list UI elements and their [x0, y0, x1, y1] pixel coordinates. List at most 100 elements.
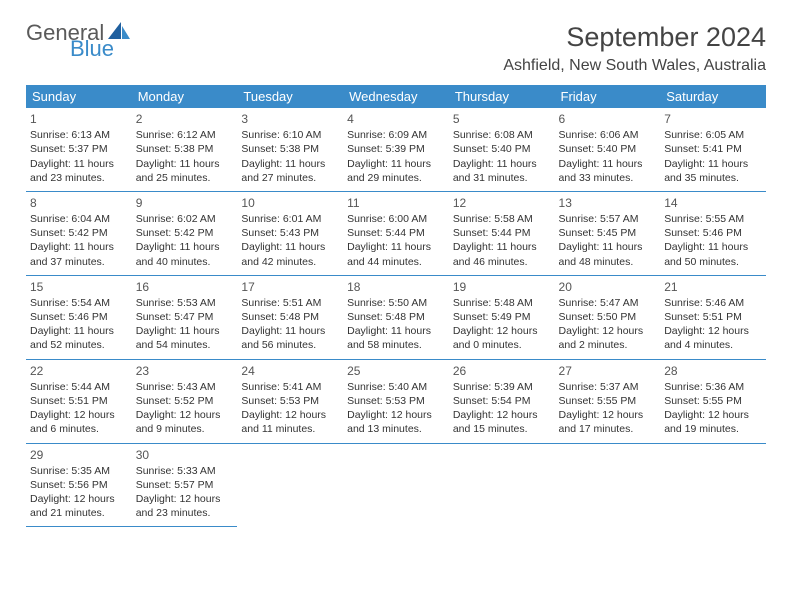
sunset-text: Sunset: 5:40 PM	[453, 142, 551, 156]
sunrise-text: Sunrise: 5:37 AM	[559, 380, 657, 394]
day-header: Saturday	[660, 85, 766, 108]
sunrise-text: Sunrise: 6:01 AM	[241, 212, 339, 226]
calendar-page: General Blue September 2024 Ashfield, Ne…	[0, 0, 792, 527]
sunset-text: Sunset: 5:41 PM	[664, 142, 762, 156]
sunset-text: Sunset: 5:51 PM	[30, 394, 128, 408]
calendar-day-cell: 16Sunrise: 5:53 AMSunset: 5:47 PMDayligh…	[132, 275, 238, 359]
sunset-text: Sunset: 5:42 PM	[30, 226, 128, 240]
day-number: 10	[241, 195, 339, 211]
daylight-text: Daylight: 11 hours and 29 minutes.	[347, 157, 445, 185]
day-number: 4	[347, 111, 445, 127]
sunset-text: Sunset: 5:46 PM	[664, 226, 762, 240]
location-label: Ashfield, New South Wales, Australia	[503, 57, 766, 75]
calendar-day-cell	[449, 443, 555, 527]
daylight-text: Daylight: 11 hours and 52 minutes.	[30, 324, 128, 352]
day-header: Friday	[555, 85, 661, 108]
day-number: 21	[664, 279, 762, 295]
daylight-text: Daylight: 12 hours and 6 minutes.	[30, 408, 128, 436]
sunset-text: Sunset: 5:53 PM	[241, 394, 339, 408]
sunrise-text: Sunrise: 5:55 AM	[664, 212, 762, 226]
calendar-day-cell: 5Sunrise: 6:08 AMSunset: 5:40 PMDaylight…	[449, 108, 555, 191]
calendar-day-cell: 26Sunrise: 5:39 AMSunset: 5:54 PMDayligh…	[449, 359, 555, 443]
sunset-text: Sunset: 5:39 PM	[347, 142, 445, 156]
daylight-text: Daylight: 12 hours and 21 minutes.	[30, 492, 128, 520]
day-number: 15	[30, 279, 128, 295]
sunset-text: Sunset: 5:43 PM	[241, 226, 339, 240]
sunset-text: Sunset: 5:53 PM	[347, 394, 445, 408]
day-number: 13	[559, 195, 657, 211]
daylight-text: Daylight: 12 hours and 4 minutes.	[664, 324, 762, 352]
calendar-day-cell: 9Sunrise: 6:02 AMSunset: 5:42 PMDaylight…	[132, 191, 238, 275]
daylight-text: Daylight: 12 hours and 23 minutes.	[136, 492, 234, 520]
day-number: 28	[664, 363, 762, 379]
sunset-text: Sunset: 5:47 PM	[136, 310, 234, 324]
calendar-week-row: 29Sunrise: 5:35 AMSunset: 5:56 PMDayligh…	[26, 443, 766, 527]
sunset-text: Sunset: 5:55 PM	[559, 394, 657, 408]
day-number: 11	[347, 195, 445, 211]
day-header: Tuesday	[237, 85, 343, 108]
daylight-text: Daylight: 12 hours and 2 minutes.	[559, 324, 657, 352]
day-number: 3	[241, 111, 339, 127]
day-number: 9	[136, 195, 234, 211]
sunrise-text: Sunrise: 6:09 AM	[347, 128, 445, 142]
sunrise-text: Sunrise: 6:10 AM	[241, 128, 339, 142]
daylight-text: Daylight: 11 hours and 44 minutes.	[347, 240, 445, 268]
sunrise-text: Sunrise: 5:44 AM	[30, 380, 128, 394]
calendar-day-cell: 20Sunrise: 5:47 AMSunset: 5:50 PMDayligh…	[555, 275, 661, 359]
sunrise-text: Sunrise: 5:50 AM	[347, 296, 445, 310]
sunrise-text: Sunrise: 5:54 AM	[30, 296, 128, 310]
day-header: Sunday	[26, 85, 132, 108]
daylight-text: Daylight: 11 hours and 48 minutes.	[559, 240, 657, 268]
day-number: 20	[559, 279, 657, 295]
sunset-text: Sunset: 5:56 PM	[30, 478, 128, 492]
calendar-week-row: 1Sunrise: 6:13 AMSunset: 5:37 PMDaylight…	[26, 108, 766, 191]
day-number: 12	[453, 195, 551, 211]
sunrise-text: Sunrise: 5:33 AM	[136, 464, 234, 478]
sunset-text: Sunset: 5:38 PM	[136, 142, 234, 156]
sunrise-text: Sunrise: 5:46 AM	[664, 296, 762, 310]
daylight-text: Daylight: 12 hours and 17 minutes.	[559, 408, 657, 436]
daylight-text: Daylight: 11 hours and 42 minutes.	[241, 240, 339, 268]
daylight-text: Daylight: 11 hours and 31 minutes.	[453, 157, 551, 185]
day-header: Monday	[132, 85, 238, 108]
sunrise-text: Sunrise: 5:43 AM	[136, 380, 234, 394]
calendar-day-cell	[237, 443, 343, 527]
calendar-week-row: 15Sunrise: 5:54 AMSunset: 5:46 PMDayligh…	[26, 275, 766, 359]
calendar-day-cell: 24Sunrise: 5:41 AMSunset: 5:53 PMDayligh…	[237, 359, 343, 443]
day-number: 23	[136, 363, 234, 379]
calendar-day-cell	[343, 443, 449, 527]
sunrise-text: Sunrise: 6:06 AM	[559, 128, 657, 142]
sunset-text: Sunset: 5:57 PM	[136, 478, 234, 492]
daylight-text: Daylight: 11 hours and 23 minutes.	[30, 157, 128, 185]
day-number: 18	[347, 279, 445, 295]
day-header-row: SundayMondayTuesdayWednesdayThursdayFrid…	[26, 85, 766, 108]
daylight-text: Daylight: 12 hours and 19 minutes.	[664, 408, 762, 436]
sunset-text: Sunset: 5:49 PM	[453, 310, 551, 324]
sunrise-text: Sunrise: 6:08 AM	[453, 128, 551, 142]
calendar-day-cell: 14Sunrise: 5:55 AMSunset: 5:46 PMDayligh…	[660, 191, 766, 275]
daylight-text: Daylight: 11 hours and 37 minutes.	[30, 240, 128, 268]
daylight-text: Daylight: 12 hours and 13 minutes.	[347, 408, 445, 436]
daylight-text: Daylight: 11 hours and 58 minutes.	[347, 324, 445, 352]
calendar-day-cell: 4Sunrise: 6:09 AMSunset: 5:39 PMDaylight…	[343, 108, 449, 191]
brand-logo: General Blue	[26, 22, 130, 59]
day-number: 30	[136, 447, 234, 463]
day-number: 14	[664, 195, 762, 211]
sunset-text: Sunset: 5:45 PM	[559, 226, 657, 240]
calendar-day-cell: 29Sunrise: 5:35 AMSunset: 5:56 PMDayligh…	[26, 443, 132, 527]
sunrise-text: Sunrise: 6:04 AM	[30, 212, 128, 226]
sunset-text: Sunset: 5:48 PM	[347, 310, 445, 324]
day-number: 22	[30, 363, 128, 379]
sunrise-text: Sunrise: 6:05 AM	[664, 128, 762, 142]
calendar-day-cell: 25Sunrise: 5:40 AMSunset: 5:53 PMDayligh…	[343, 359, 449, 443]
day-number: 8	[30, 195, 128, 211]
sunrise-text: Sunrise: 5:39 AM	[453, 380, 551, 394]
daylight-text: Daylight: 11 hours and 50 minutes.	[664, 240, 762, 268]
calendar-day-cell: 8Sunrise: 6:04 AMSunset: 5:42 PMDaylight…	[26, 191, 132, 275]
page-header: General Blue September 2024 Ashfield, Ne…	[26, 22, 766, 75]
day-number: 25	[347, 363, 445, 379]
daylight-text: Daylight: 11 hours and 27 minutes.	[241, 157, 339, 185]
month-title: September 2024	[503, 22, 766, 53]
day-number: 26	[453, 363, 551, 379]
sunrise-text: Sunrise: 6:00 AM	[347, 212, 445, 226]
